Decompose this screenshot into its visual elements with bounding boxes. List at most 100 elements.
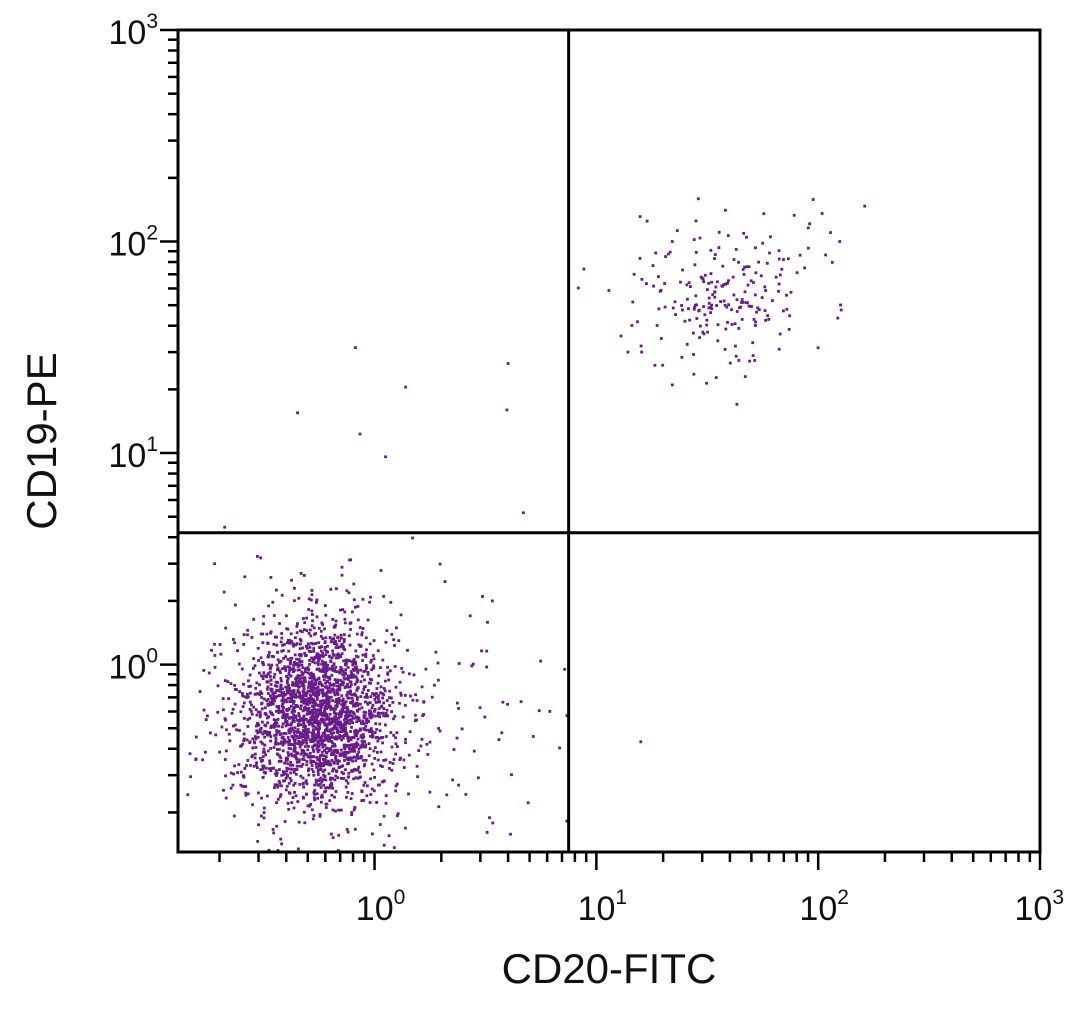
data-point [351, 610, 354, 614]
data-point [713, 253, 717, 256]
data-point [246, 792, 250, 796]
data-point [330, 674, 334, 677]
data-point [368, 801, 372, 804]
data-point [343, 621, 347, 625]
data-point [296, 695, 300, 699]
data-point [286, 758, 289, 762]
data-point [285, 700, 289, 704]
data-point [298, 685, 301, 689]
data-point [282, 738, 286, 741]
data-point [385, 629, 389, 632]
data-point [296, 742, 300, 746]
data-point [300, 765, 303, 768]
data-point [316, 732, 320, 735]
data-point [576, 286, 580, 290]
data-point [354, 715, 358, 719]
data-point [326, 663, 330, 667]
data-point [392, 734, 396, 737]
data-point [751, 341, 755, 345]
data-point [261, 641, 265, 645]
data-point [330, 736, 333, 739]
data-point [335, 684, 339, 688]
data-point [323, 711, 327, 715]
data-point [301, 646, 305, 650]
data-point [309, 761, 313, 765]
data-point [344, 700, 348, 704]
data-point [290, 754, 294, 758]
data-point [276, 668, 279, 672]
data-point [670, 383, 674, 387]
data-point [369, 712, 373, 715]
data-point [280, 649, 284, 653]
data-point [289, 632, 293, 636]
data-point [539, 659, 543, 663]
data-point [312, 773, 316, 777]
data-point [273, 742, 277, 746]
data-point [279, 709, 283, 713]
data-point [272, 697, 276, 700]
data-point [709, 248, 713, 252]
data-point [339, 633, 343, 637]
data-point [332, 625, 336, 629]
data-point [289, 704, 293, 708]
data-point [375, 687, 379, 690]
data-point [287, 807, 291, 811]
data-point [692, 238, 696, 241]
data-point [355, 654, 358, 658]
data-point [311, 748, 315, 752]
data-point [401, 670, 405, 674]
data-point [350, 747, 354, 751]
data-point [302, 694, 305, 697]
data-point [306, 671, 310, 675]
data-point [312, 698, 315, 702]
data-point [795, 271, 799, 275]
data-point [344, 710, 348, 714]
data-point [312, 791, 316, 794]
data-point [275, 695, 278, 698]
data-point [402, 758, 406, 762]
data-point [320, 740, 324, 744]
data-point [362, 799, 365, 802]
data-point [376, 711, 380, 715]
data-point [290, 710, 294, 714]
data-point [272, 726, 276, 729]
data-point [279, 659, 283, 663]
data-point [213, 642, 216, 646]
data-point [288, 727, 292, 731]
data-point [327, 718, 331, 721]
data-point [321, 770, 325, 773]
data-point [325, 750, 328, 754]
data-point [332, 743, 336, 747]
data-point [731, 275, 735, 279]
data-point [380, 736, 384, 739]
data-point [340, 573, 344, 577]
data-point [746, 301, 749, 305]
data-point [320, 762, 323, 765]
data-point [250, 712, 254, 716]
data-point [340, 771, 344, 774]
data-point [261, 764, 265, 768]
data-point [639, 344, 643, 348]
data-point [328, 712, 332, 716]
data-point [305, 760, 309, 763]
data-point [705, 318, 709, 322]
data-point [702, 305, 705, 308]
data-point [246, 633, 249, 637]
data-point [724, 327, 728, 331]
data-point [316, 656, 320, 660]
data-point [299, 572, 303, 575]
data-point [275, 783, 279, 787]
data-point [310, 731, 314, 735]
data-point [242, 739, 246, 742]
data-point [232, 724, 235, 728]
data-point [312, 750, 316, 753]
data-point [320, 621, 324, 625]
data-point [328, 739, 332, 742]
data-point [741, 301, 745, 304]
data-point [242, 774, 245, 778]
data-point [301, 676, 304, 680]
data-point [260, 796, 263, 800]
data-point [276, 718, 280, 721]
data-point [342, 743, 346, 747]
data-point [255, 724, 258, 728]
